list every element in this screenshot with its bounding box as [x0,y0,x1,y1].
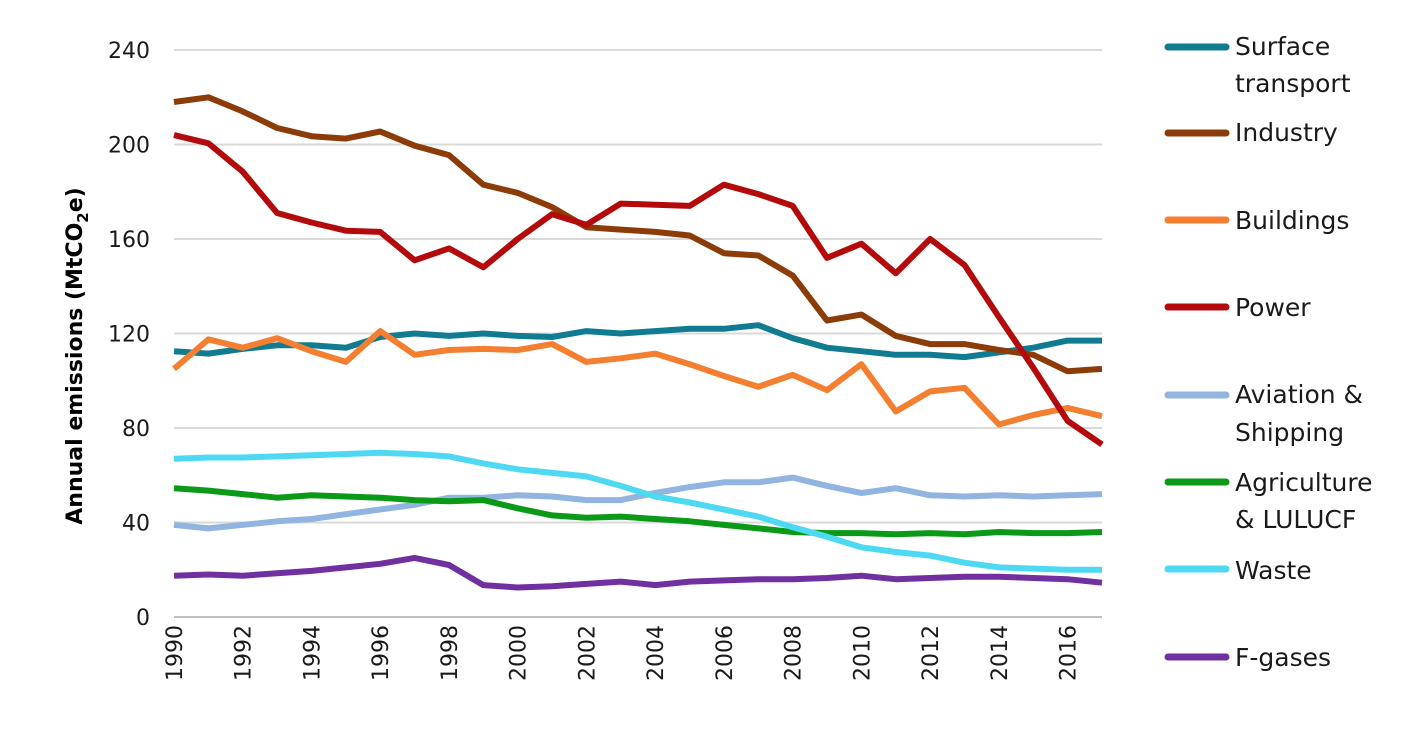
x-tick-label: 1990 [163,625,188,681]
series-line-industry [173,94,1103,375]
legend-item-aviation-shipping: Aviation & Shipping [1164,380,1363,447]
y-tick-label: 80 [122,417,150,442]
y-axis-title-end: e) [63,187,88,212]
y-tick-label: 120 [108,323,150,348]
x-tick-label: 1996 [369,625,394,681]
x-tick-label: 1998 [438,625,463,681]
x-tick-label: 2016 [1057,625,1082,681]
x-tick-label: 2006 [713,625,738,681]
y-axis-title-subscript: 2 [74,212,92,222]
series-line-power [173,132,1104,447]
legend-label: Waste [1235,556,1312,585]
x-tick-label: 2012 [919,625,944,681]
legend-item-agriculture-lulucf: Agriculture & LULUCF [1164,468,1373,534]
series-line-agriculture-lulucf [173,485,1103,538]
y-axis-title-main: Annual emissions (MtCO [63,223,88,525]
series-line-aviation-shipping [173,474,1103,532]
legend-label: transport [1235,69,1351,98]
legend-label: Buildings [1235,206,1349,235]
legend-label: Surface [1235,32,1330,61]
gridlines [174,49,1102,524]
series-line-f-gases [173,554,1103,591]
y-tick-label: 240 [108,39,150,64]
series-line-surface-transport [173,322,1102,361]
legend-label: Shipping [1235,418,1344,447]
legend-item-f-gases: F-gases [1164,643,1331,672]
y-tick-label: 160 [108,228,150,253]
legend-item-waste: Waste [1164,556,1312,585]
y-tick-label: 200 [108,134,150,159]
y-tick-label: 40 [122,512,150,537]
x-tick-label: 1994 [300,625,325,681]
x-tick-label: 1992 [232,625,257,681]
legend-label: F-gases [1235,643,1331,672]
x-tick-label: 2014 [988,625,1013,681]
legend-label: Aviation & [1235,380,1363,409]
legend-item-industry: Industry [1164,118,1338,147]
y-tick-label: 0 [136,606,150,631]
y-axis-tick-labels: 0 40 80 120 160 200 240 [108,39,150,631]
legend: Surface transport Industry Buildings Power Av… [1164,32,1373,672]
legend-label: & LULUCF [1235,505,1356,534]
x-tick-label: 2008 [782,625,807,681]
x-tick-label: 2002 [575,625,600,681]
y-axis-title: Annual emissions (MtCO2e) [63,187,92,524]
x-axis-tick-labels: 1990 1992 1994 1996 1998 2000 2002 2004 2006 2008… [163,625,1082,681]
legend-label: Power [1235,293,1311,322]
x-tick-label: 2010 [850,625,875,681]
series-line-waste [173,449,1102,573]
series-lines [172,94,1104,591]
x-tick-label: 2004 [644,625,669,681]
legend-item-power: Power [1164,293,1311,322]
series-line-buildings [172,328,1103,428]
legend-item-surface-transport: Surface transport [1164,32,1351,98]
legend-item-buildings: Buildings [1164,206,1349,235]
legend-label: Industry [1235,118,1338,147]
x-tick-label: 2000 [507,625,532,681]
legend-label: Agriculture [1235,468,1373,497]
